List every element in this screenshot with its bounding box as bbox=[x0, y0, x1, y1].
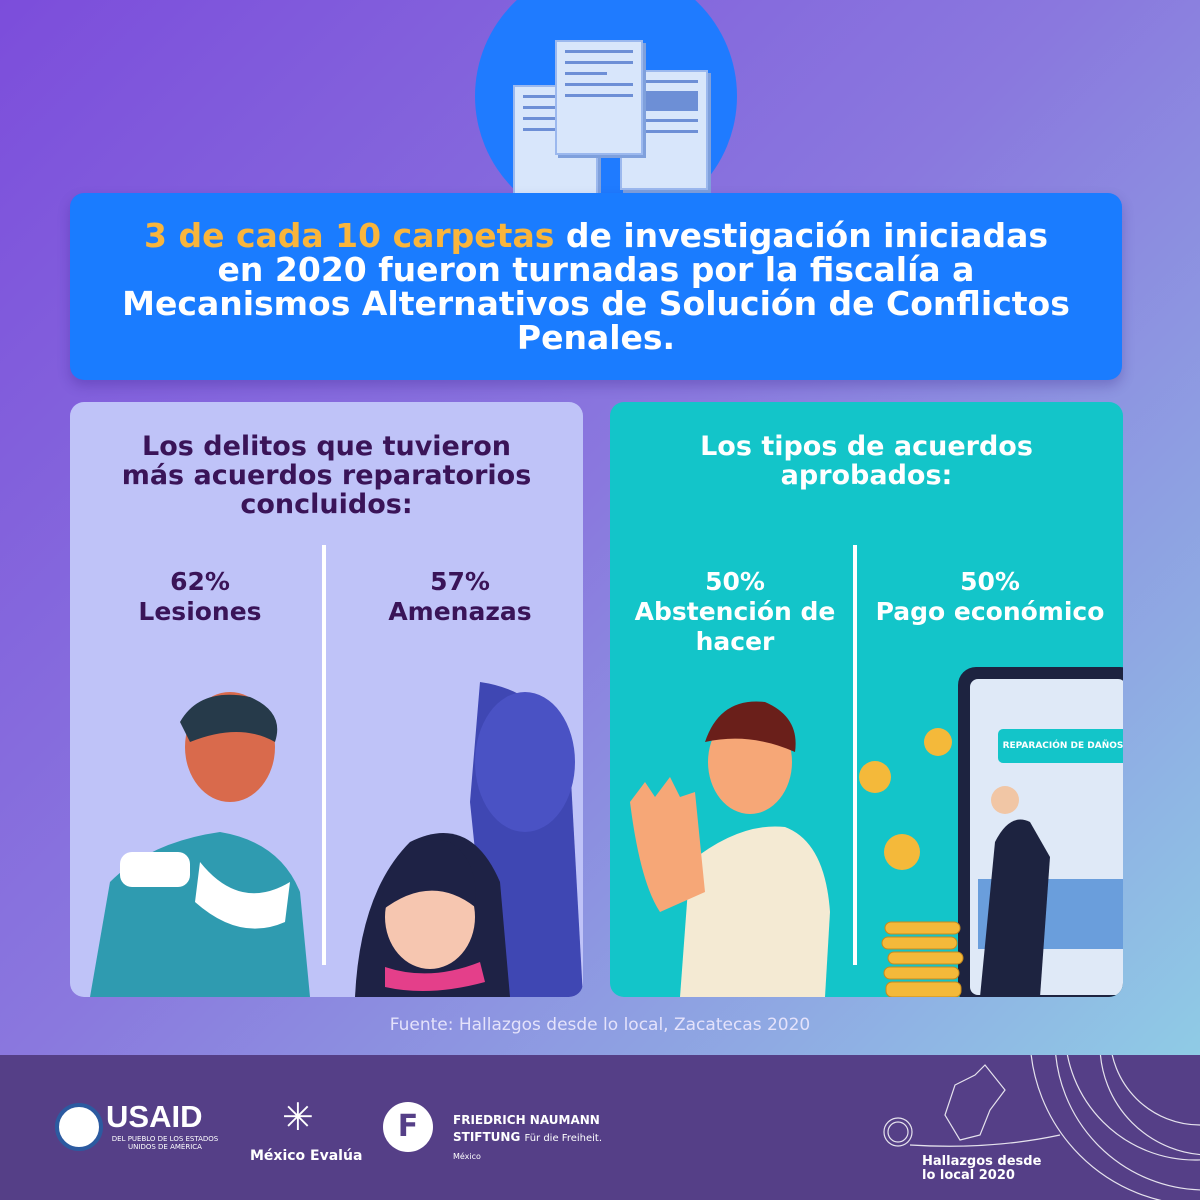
people-illustration bbox=[90, 682, 583, 997]
usaid-logo: USAID bbox=[106, 1099, 203, 1134]
stat-value: 50% bbox=[705, 567, 765, 596]
documents-illustration bbox=[510, 40, 710, 200]
headline-banner: 3 de cada 10 carpetas de investigación i… bbox=[70, 193, 1122, 380]
people-illustration bbox=[630, 701, 1050, 997]
fnf-name-2: STIFTUNG Für die Freiheit. bbox=[453, 1130, 602, 1144]
project-decoration bbox=[883, 1055, 1200, 1200]
fnf-tagline: Für die Freiheit. bbox=[524, 1133, 603, 1144]
fnf-logo-icon: F bbox=[383, 1102, 433, 1152]
headline-highlight: 3 de cada 10 carpetas bbox=[144, 215, 555, 255]
agreements-title: Los tipos de acuerdos aprobados: bbox=[700, 431, 1033, 491]
stat-value: 57% bbox=[430, 567, 490, 596]
stat-label: Pago económico bbox=[875, 597, 1105, 626]
stat-label: Abstención de hacer bbox=[634, 597, 836, 656]
mexico-evalua-star-icon: ✳ bbox=[282, 1095, 314, 1139]
stat-lesiones: 62% Lesiones bbox=[75, 567, 325, 627]
divider bbox=[853, 545, 857, 965]
usaid-tagline: DEL PUEBLO DE LOS ESTADOS UNIDOS DE AMÉR… bbox=[111, 1135, 219, 1151]
headline-text: de investigación iniciadas en 2020 fuero… bbox=[122, 215, 1070, 357]
footer: USAID DEL PUEBLO DE LOS ESTADOS UNIDOS D… bbox=[0, 1055, 1200, 1200]
mexico-evalua-logo: México Evalúa bbox=[250, 1148, 363, 1164]
headline: 3 de cada 10 carpetas de investigación i… bbox=[116, 215, 1076, 357]
stat-label: Amenazas bbox=[388, 597, 532, 626]
fnf-name-1: FRIEDRICH NAUMANN bbox=[453, 1113, 600, 1127]
crimes-title: Los delitos que tuvieron más acuerdos re… bbox=[121, 431, 532, 520]
stat-value: 50% bbox=[960, 567, 1020, 596]
crimes-card: Los delitos que tuvieron más acuerdos re… bbox=[70, 402, 583, 997]
fnf-name-2-text: STIFTUNG bbox=[453, 1130, 521, 1144]
usaid-seal-icon bbox=[55, 1103, 103, 1151]
fnf-country: México bbox=[453, 1152, 481, 1161]
divider bbox=[322, 545, 326, 965]
repair-label: REPARACIÓN DE DAÑOS bbox=[998, 729, 1123, 763]
stat-abstencion: 50% Abstención de hacer bbox=[610, 567, 860, 657]
stat-pago: 50% Pago económico bbox=[865, 567, 1115, 627]
stat-label: Lesiones bbox=[138, 597, 262, 626]
source-note: Fuente: Hallazgos desde lo local, Zacate… bbox=[389, 1015, 811, 1035]
stat-value: 62% bbox=[170, 567, 230, 596]
stat-amenazas: 57% Amenazas bbox=[335, 567, 583, 627]
agreements-card: Los tipos de acuerdos aprobados: 50% Abst… bbox=[610, 402, 1123, 997]
project-logo: Hallazgos desde lo local 2020 bbox=[922, 1154, 1042, 1183]
